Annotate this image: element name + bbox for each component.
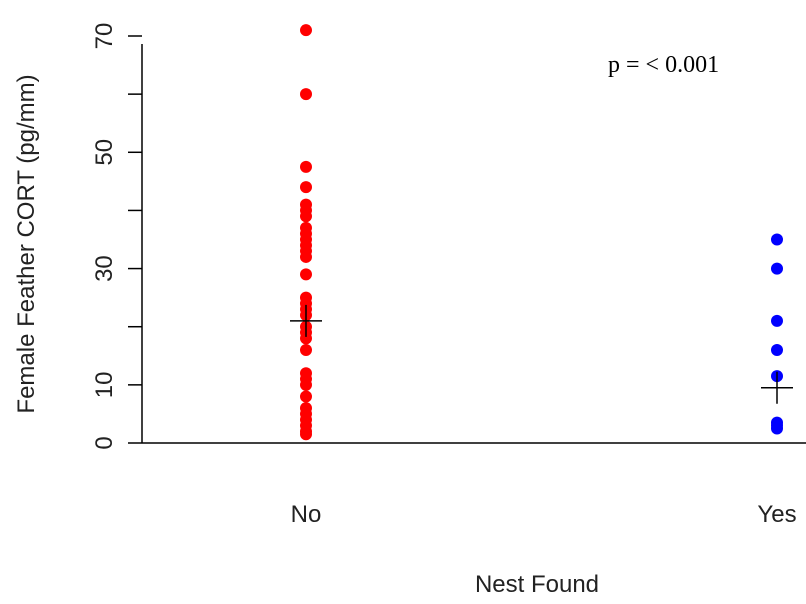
y-tick-label: 50 [91,139,118,166]
data-point-yes [771,262,783,275]
y-tick-label: 0 [91,436,118,449]
mean-markers [290,304,793,404]
mean-marker-yes [761,371,793,404]
y-tick-label: 70 [91,23,118,50]
data-point-no [300,250,312,263]
data-point-no [300,428,312,441]
x-category-labels: No Yes [291,501,797,528]
data-point-yes [771,233,783,246]
data-point-no [300,390,312,403]
y-tick-label: 30 [91,255,118,282]
data-point-no [300,343,312,356]
data-point-yes [771,343,783,356]
x-axis-label: Nest Found [475,571,599,598]
data-point-no [300,268,312,281]
y-axis: 0 10 30 50 70 [91,23,143,450]
data-point-yes [771,422,783,435]
x-category-label-yes: Yes [757,501,796,528]
data-point-yes [771,314,783,327]
x-category-label-no: No [291,501,322,528]
p-value-annotation: p = < 0.001 [608,52,719,78]
data-point-no [300,332,312,345]
data-points [300,24,783,441]
mean-marker-no [290,304,322,337]
data-point-no [300,160,312,173]
data-point-no [300,378,312,391]
data-point-no [300,24,312,37]
y-axis-label: Female Feather CORT (pg/mm) [13,74,40,413]
data-point-no [300,181,312,194]
data-point-no [300,210,312,223]
data-point-no [300,88,312,101]
y-tick-label: 10 [91,372,118,399]
